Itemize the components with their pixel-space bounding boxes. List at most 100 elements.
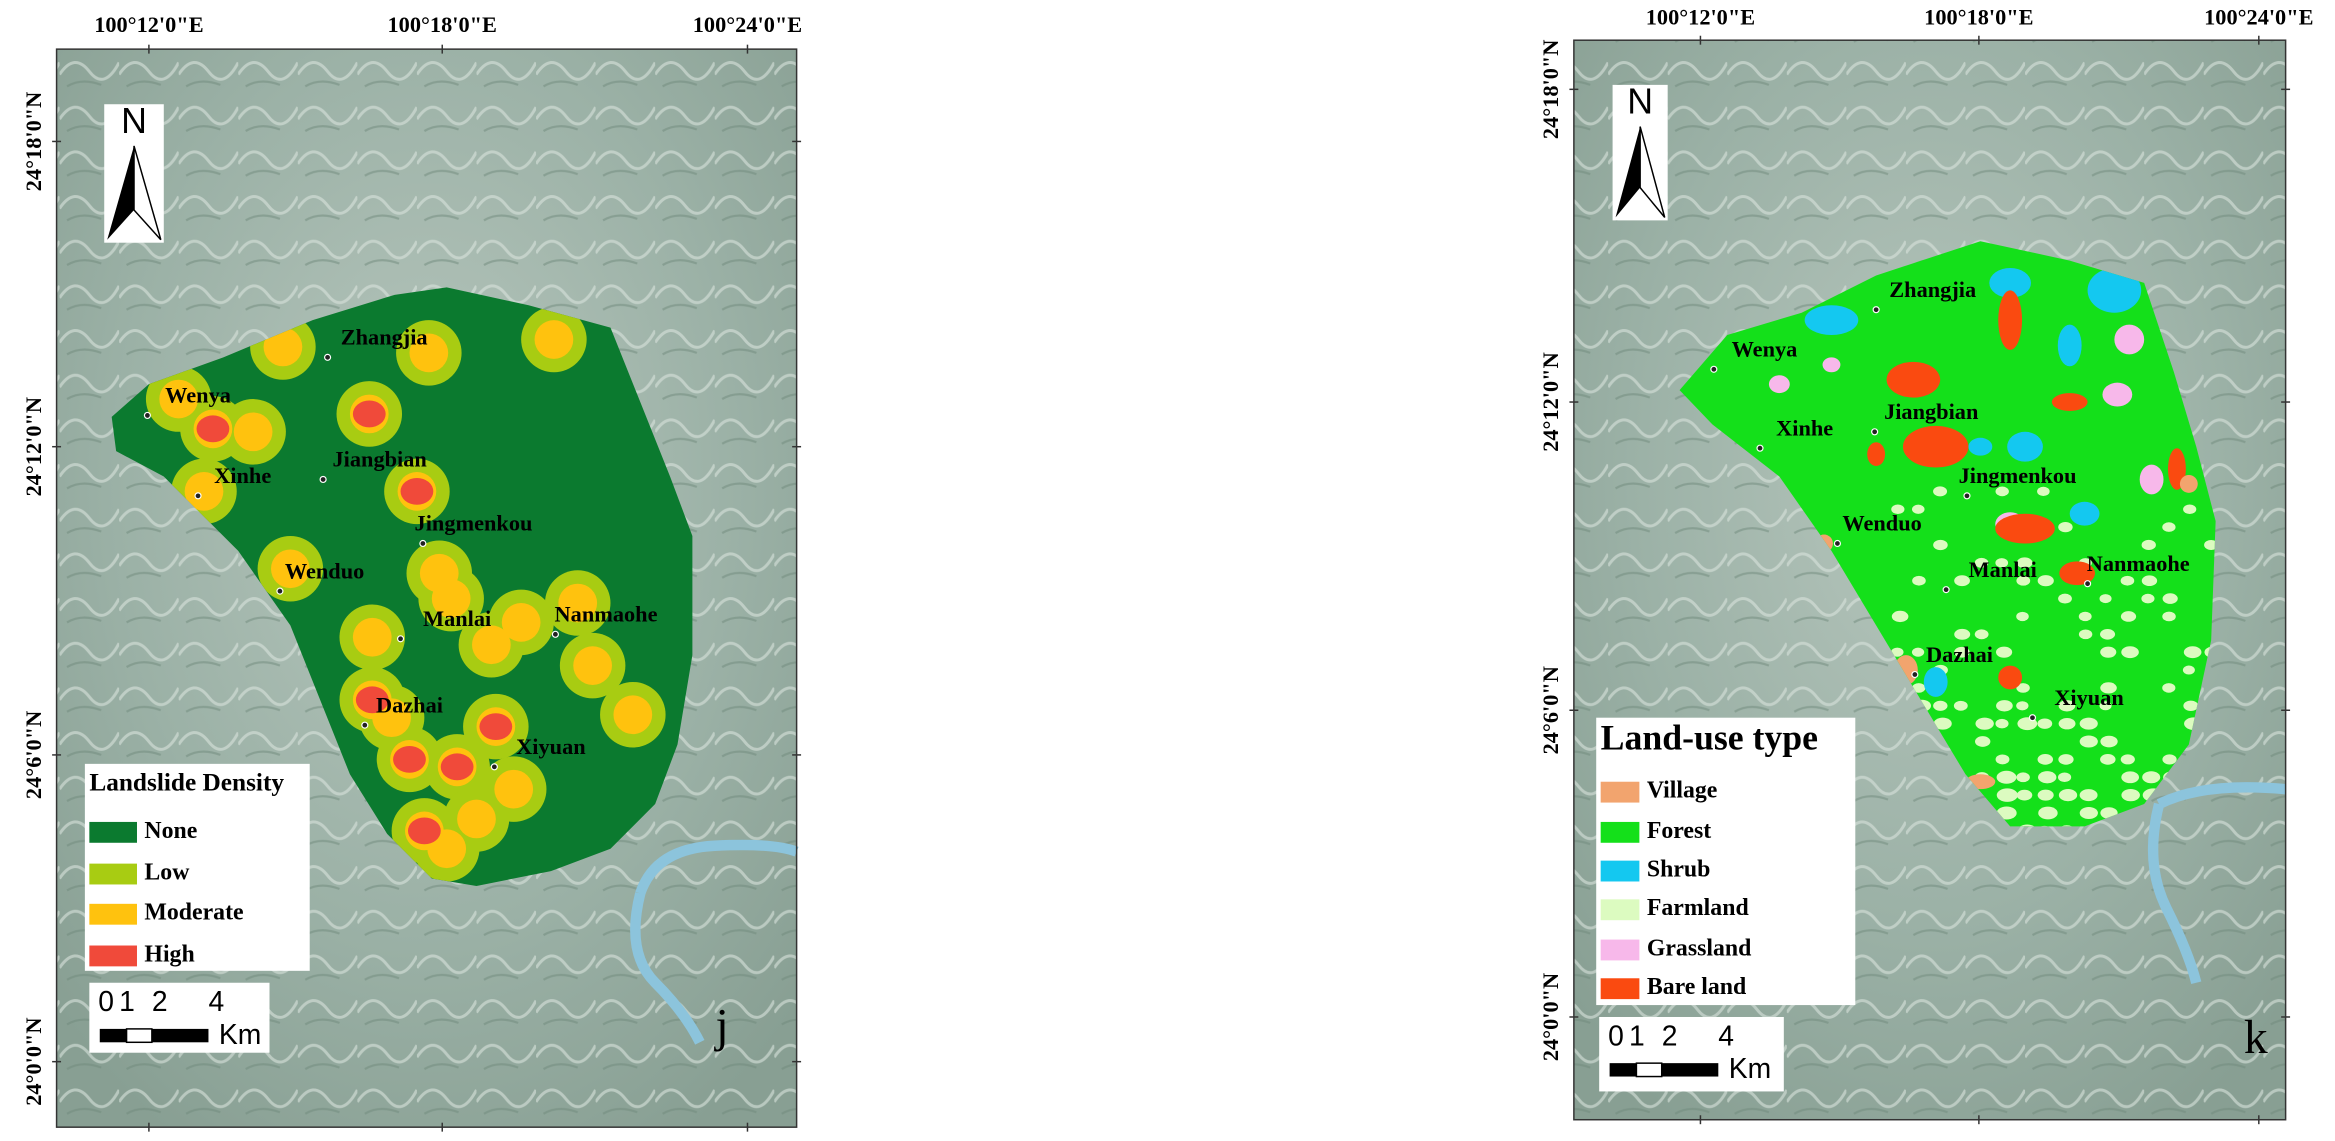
high-zone [355,686,389,714]
study-area [1679,241,2216,827]
place-dot [1911,670,1919,679]
scale-label: 1 [1629,1019,1645,1051]
legend-label: Moderate [144,900,243,926]
place-name: Xinhe [1776,415,1833,440]
farmland-patch [2099,701,2112,711]
map-panel: 100°12'0"E 100°18'0"E 100°24'0"E 24°18'0"N 2… [21,12,802,1132]
place-dot [551,630,559,638]
legend-swatch [89,903,137,925]
farmland-patch [1933,717,1952,730]
place-dot [324,353,332,361]
place-name: Wenduo [285,558,364,583]
farmland-patch [1912,575,1926,586]
farmland-patch [2079,717,2098,730]
legend-label: Village [1647,778,1718,804]
river [630,839,799,1045]
north-arrow [107,145,135,240]
farmland-patch [2120,754,2135,765]
farmland-patch [2162,593,2178,604]
bare-land-patch [2051,393,2088,411]
north-arrow [1639,126,1666,218]
legend-title: Land-use type [1601,718,1818,758]
farmland-patch [1974,629,1989,640]
bare-land-patch [1998,665,2023,690]
farmland-patch [2058,772,2072,783]
legend-swatch [1600,978,1640,1000]
place-dot [1872,306,1880,314]
scale-unit: Km [219,1018,261,1050]
north-arrow [1615,126,1641,218]
farmland-patch [1933,486,1948,497]
grassland-patch [1768,375,1790,394]
farmland-patch [1911,647,1925,657]
high-zone [393,745,426,773]
north-arrow [133,145,162,241]
farmland-patch [1911,504,1925,514]
scale-label: 0 [1608,1019,1624,1051]
scale-seg [125,1028,153,1044]
place-dot [2028,714,2037,722]
place-dot [1710,365,1718,373]
latitude-label: 24°18'0"N [21,92,46,191]
longitude-label: 100°12'0"E [94,12,203,37]
farmland-patch [1891,504,1905,515]
latitude-label: 24°0'0"N [1538,973,1563,1061]
bare-land-patch [1998,290,2023,350]
longitude-label: 100°18'0"E [1924,4,2033,29]
place-dot [276,587,284,595]
bare-land-patch [1867,442,1886,467]
legend-swatch [89,863,137,885]
farmland-patch [1954,575,1970,587]
scale-unit: Km [1729,1052,1771,1084]
farmland-patch [1933,700,1948,711]
moderate-zone [431,579,471,618]
high-zone [196,415,230,443]
farmland-patch [1953,700,1968,711]
moderate-zone [184,472,224,511]
moderate-zone [501,603,541,642]
scale-seg [151,1028,209,1043]
shrub-patch [2007,431,2043,462]
farmland-patch [2100,646,2117,658]
scale-label: 4 [1718,1019,1734,1051]
farmland-patch [2141,575,2158,587]
moderate-zone [233,412,273,452]
farmland-patch [2141,593,2155,604]
legend-swatch [89,945,137,967]
farmland-patch [1995,558,2009,568]
moderate-zone [494,769,534,809]
farmland-patch [1996,788,2018,802]
farmland-patch [2121,771,2140,784]
place-name: Manlai [1969,557,2037,582]
scale-seg [1661,1063,1719,1077]
north-letter: N [1627,82,1653,122]
place-dot [143,411,151,420]
farmland-patch [2016,557,2033,569]
farmland-patch [2038,771,2057,784]
legend-label: Farmland [1647,895,1749,921]
bare-land-patch [1902,425,1969,468]
scale-label: 0 [98,985,114,1017]
scale-seg [1609,1063,1637,1077]
place-dot [1963,492,1971,500]
moderate-zone [263,327,303,367]
moderate-zone [409,333,449,373]
bare-land-patch [1995,513,2055,544]
grassland-patch [2139,464,2164,495]
farmland-patch [2058,700,2076,712]
scale-seg [1635,1062,1663,1078]
farmland-patch [2038,806,2058,820]
farmland-patch [1891,647,1904,657]
place-name: Dazhai [376,692,443,717]
farmland-patch [2037,486,2050,497]
place-dot [1756,444,1764,452]
farmland-patch [1995,646,2013,658]
place-name: Wenduo [1842,511,1921,536]
longitude-label: 100°12'0"E [1646,4,1755,29]
farmland-patch [1975,717,1994,730]
farmland-patch [2142,771,2161,784]
farmland-patch [1996,700,2013,712]
scale-label: 2 [1662,1019,1678,1051]
moderate-zone [534,320,574,359]
place-name: Manlai [423,606,491,631]
